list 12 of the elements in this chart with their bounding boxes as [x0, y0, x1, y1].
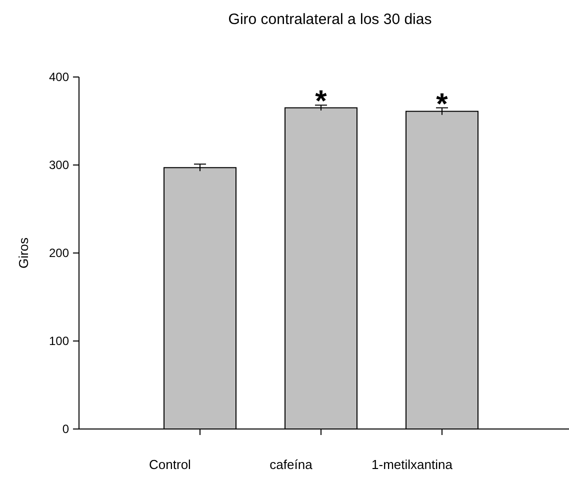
annotation: * — [315, 85, 328, 118]
y-tick-label: 300 — [48, 158, 70, 172]
x-tick-label: Control — [149, 457, 192, 472]
y-axis-title: Giros — [16, 236, 31, 269]
y-tick-label: 400 — [48, 70, 70, 84]
annotation: * — [436, 88, 448, 121]
x-tick-label: 1-metilxantina — [372, 457, 454, 472]
y-tick-label: 0 — [62, 422, 70, 436]
chart-title: Giro contralateral a los 30 dias — [228, 11, 432, 28]
x-tick-label: cafeína — [270, 457, 314, 472]
y-tick-label: 200 — [48, 246, 70, 260]
y-tick-label: 100 — [48, 334, 70, 348]
